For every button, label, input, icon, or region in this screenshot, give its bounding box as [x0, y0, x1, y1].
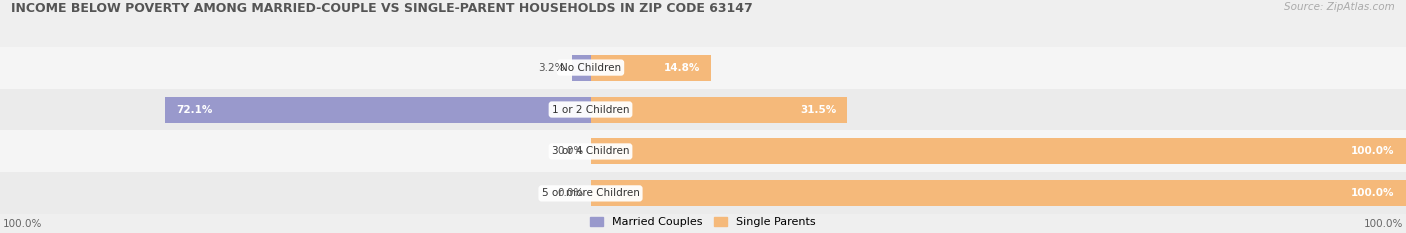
- Text: 3.2%: 3.2%: [538, 63, 565, 72]
- Text: 5 or more Children: 5 or more Children: [541, 188, 640, 198]
- Bar: [0, 89, 1406, 130]
- Text: No Children: No Children: [560, 63, 621, 72]
- Text: 100.0%: 100.0%: [1364, 219, 1403, 229]
- Text: 100.0%: 100.0%: [1351, 188, 1395, 198]
- Bar: [0, 130, 1406, 172]
- Text: 72.1%: 72.1%: [176, 105, 212, 114]
- Bar: [591, 138, 1406, 164]
- Bar: [0, 172, 1406, 214]
- Bar: [591, 96, 848, 123]
- Text: 0.0%: 0.0%: [557, 147, 583, 156]
- Text: 0.0%: 0.0%: [557, 188, 583, 198]
- Text: 100.0%: 100.0%: [3, 219, 42, 229]
- Text: 31.5%: 31.5%: [800, 105, 837, 114]
- Text: 3 or 4 Children: 3 or 4 Children: [551, 147, 630, 156]
- Bar: [591, 55, 711, 81]
- Text: INCOME BELOW POVERTY AMONG MARRIED-COUPLE VS SINGLE-PARENT HOUSEHOLDS IN ZIP COD: INCOME BELOW POVERTY AMONG MARRIED-COUPL…: [11, 2, 754, 15]
- Bar: [591, 180, 1406, 206]
- Text: Source: ZipAtlas.com: Source: ZipAtlas.com: [1284, 2, 1395, 12]
- Legend: Married Couples, Single Parents: Married Couples, Single Parents: [591, 217, 815, 227]
- Bar: [572, 55, 591, 81]
- Bar: [0, 47, 1406, 89]
- Text: 100.0%: 100.0%: [1351, 147, 1395, 156]
- Bar: [165, 96, 591, 123]
- Text: 14.8%: 14.8%: [664, 63, 700, 72]
- Text: 1 or 2 Children: 1 or 2 Children: [551, 105, 630, 114]
